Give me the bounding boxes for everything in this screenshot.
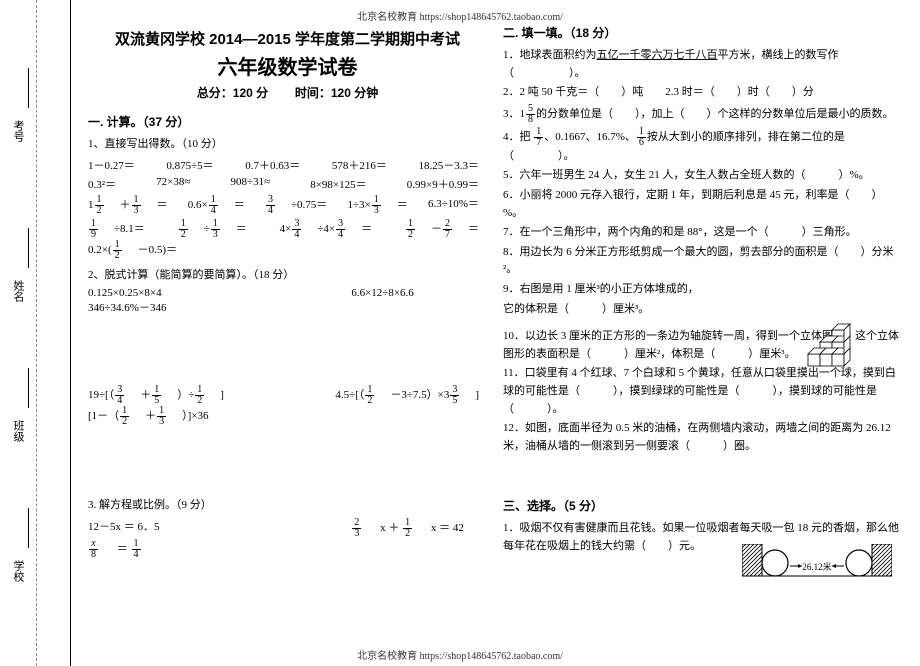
- q3a: 3．1: [503, 108, 525, 120]
- binding-label: 学校: [10, 560, 26, 582]
- expr: [1－（12＋13）]×36: [88, 406, 216, 427]
- binding-label: 班级: [10, 420, 26, 442]
- expr: 0.875÷5＝: [166, 157, 213, 173]
- q2: 2．2 吨 50 千克＝（ ）吨 2.3 时＝（ ）时（ ）分: [503, 84, 902, 102]
- binding-label: 考号: [10, 120, 26, 142]
- expr: 0.3²＝: [88, 176, 116, 192]
- s1-sub2: 2、脱式计算（能简算的要简算）。（18 分）: [88, 267, 487, 285]
- expr: 72×38≈: [156, 176, 190, 192]
- frac-row-2: 19÷8.1＝ 12÷13＝ 4×34÷4×34＝ 12－27＝ 0.2×(12…: [88, 219, 487, 261]
- q1: 1．地球表面积约为五亿一千零六万七千八百平方米，横线上的数写作（ ）。: [503, 47, 902, 82]
- q4: 4．把 17、0.1667、16.7%、16按从大到小的顺序排列，排在第二位的是…: [503, 127, 902, 166]
- time-label: 时间：: [295, 86, 331, 100]
- footer-url: 北京名校教育 https://shop148645762.taobao.com/: [0, 647, 920, 662]
- expr: 346÷34.6%－346: [88, 299, 216, 315]
- binding-dashes: [36, 0, 37, 666]
- expr: 0.125×0.25×8×4: [88, 287, 216, 299]
- expr: 23 x ＋ 12 x ＝ 42: [351, 518, 479, 539]
- expr: 18.25－3.3＝: [418, 157, 479, 173]
- section3-head: 三、选择。（5 分）: [503, 497, 902, 514]
- expr: 578＋216＝: [332, 157, 387, 173]
- expr: 112＋13＝: [88, 195, 168, 216]
- cube-figure: [806, 322, 862, 368]
- q5: 5．六年一班男生 24 人，女生 21 人，女生人数占全班人数的（ ）%。: [503, 167, 902, 185]
- expr: 12－5x ＝ 6．5: [88, 518, 216, 539]
- expr: 4.5÷[（12－3÷7.5）×335]: [335, 385, 479, 406]
- expr: 1－0.27＝: [88, 157, 135, 173]
- q9a: 9．右图是用 1 厘米³的小正方体堆成的，: [503, 281, 902, 299]
- title-line1: 双流黄冈学校 2014—2015 学年度第二学期期中考试: [88, 28, 487, 49]
- q11: 11．口袋里有 4 个红球、7 个白球和 5 个黄球，任意从口袋里摸出一个球，摸…: [503, 365, 902, 418]
- section1-head: 一. 计算。（37 分）: [88, 113, 487, 130]
- total-label: 总分：: [197, 86, 233, 100]
- frac-row-1: 112＋13＝ 0.6×14＝ 34÷0.75＝ 1÷3×13＝ 6.3÷10%…: [88, 195, 487, 216]
- expr: 0.7＋0.63＝: [245, 157, 300, 173]
- calc-row-2: 0.3²＝ 72×38≈ 908÷31≈ 8×98×125＝ 0.99×9＋0.…: [88, 176, 487, 192]
- q6: 6．小丽将 2000 元存入银行，定期 1 年，到期后利息是 45 元，利率是（…: [503, 187, 902, 222]
- binding-label: 姓名: [10, 280, 26, 302]
- expr: 8×98×125＝: [310, 176, 366, 192]
- simp-row2: 19÷[（34＋15）÷12] 4.5÷[（12－3÷7.5）×335] [1－…: [88, 385, 487, 427]
- simp-row1: 0.125×0.25×8×4 6.6×12÷8×6.6 346÷34.6%－34…: [88, 287, 487, 315]
- expr: 12÷13＝: [178, 219, 247, 240]
- expr: 6.6×12÷8×6.6: [351, 287, 479, 299]
- expr: 34÷0.75＝: [265, 195, 327, 216]
- expr: 908÷31≈: [231, 176, 271, 192]
- q7: 7．在一个三角形中，两个内角的和是 88°，这是一个（ ）三角形。: [503, 224, 902, 242]
- time-value: 120 分钟: [331, 86, 378, 100]
- header-url: 北京名校教育 https://shop148645762.taobao.com/: [0, 8, 920, 23]
- q9b: 它的体积是（ ）厘米³。: [503, 301, 902, 319]
- calc-row-1: 1－0.27＝ 0.875÷5＝ 0.7＋0.63＝ 578＋216＝ 18.2…: [88, 157, 487, 173]
- s1-sub1: 1、直接写出得数。（10 分）: [88, 136, 487, 154]
- expr: 0.2×(12－0.5)＝: [88, 240, 177, 261]
- expr: x8 ＝ 14: [88, 539, 216, 560]
- expr: 0.99×9＋0.99＝: [407, 176, 479, 192]
- right-column: 二. 填一填。（18 分） 1．地球表面积约为五亿一千零六万七千八百平方米，横线…: [495, 24, 910, 644]
- title-line2: 六年级数学试卷: [88, 51, 487, 80]
- expr: 0.6×14＝: [188, 195, 245, 216]
- wall-label: 26.12米: [802, 561, 831, 572]
- expr: 6.3÷10%＝: [428, 195, 479, 216]
- q4a: 4．把: [503, 131, 533, 143]
- q1a: 1．地球表面积约为: [503, 49, 597, 61]
- expr: 19÷[（34＋15）÷12]: [88, 385, 224, 406]
- expr: 1÷3×13＝: [348, 195, 408, 216]
- q3: 3．158的分数单位是（ ），加上（ ）个这样的分数单位后是最小的质数。: [503, 104, 902, 125]
- q3b: 的分数单位是（ ），加上（ ）个这样的分数单位后是最小的质数。: [536, 108, 894, 120]
- eq-row: 12－5x ＝ 6．5 23 x ＋ 12 x ＝ 42 x8 ＝ 14: [88, 518, 487, 560]
- expr: 19÷8.1＝: [88, 219, 145, 240]
- page-content: 双流黄冈学校 2014—2015 学年度第二学期期中考试 六年级数学试卷 总分：…: [80, 24, 910, 644]
- q4b: 、0.1667、16.7%、: [544, 131, 636, 143]
- q12: 12．如图，底面半径为 0.5 米的油桶，在两侧墙内滚动，两墙之间的距离为 26…: [503, 420, 902, 455]
- q8: 8．用边长为 6 分米正方形纸剪成一个最大的圆，剪去部分的面积是（ ）分米²。: [503, 244, 902, 279]
- expr: 12－27＝: [405, 219, 479, 240]
- s1-sub3: 3. 解方程或比例。（9 分）: [88, 497, 487, 515]
- left-column: 双流黄冈学校 2014—2015 学年度第二学期期中考试 六年级数学试卷 总分：…: [80, 24, 495, 644]
- wall-figure: 26.12米: [742, 544, 892, 584]
- expr: 4×34÷4×34＝: [280, 219, 372, 240]
- q1u: 五亿一千零六万七千八百: [597, 49, 718, 61]
- section2-head: 二. 填一填。（18 分）: [503, 24, 902, 41]
- total-value: 120 分: [233, 86, 268, 100]
- binding-margin: 考号姓名班级学校: [0, 0, 71, 666]
- title-meta: 总分：120 分 时间：120 分钟: [88, 84, 487, 101]
